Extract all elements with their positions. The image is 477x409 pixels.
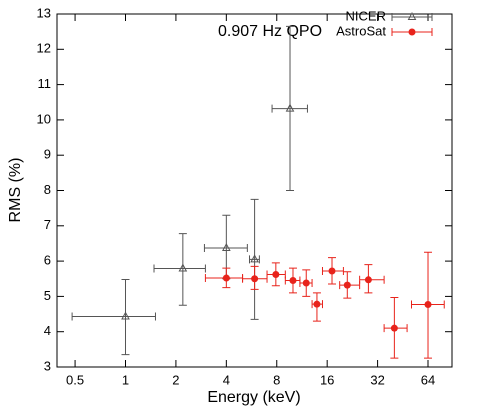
x-error-bar [203,244,248,253]
x-axis-label: Energy (keV) [207,389,300,406]
legend-label: NICER [346,8,386,23]
marker [407,11,417,20]
y-tick-label: 12 [37,41,51,56]
marker [272,271,280,279]
marker [302,279,310,287]
y-error-bar [178,233,187,306]
y-tick-label: 10 [37,111,51,126]
chart-title: 0.907 Hz QPO [218,23,322,40]
x-error-bar [271,104,308,113]
marker [285,103,295,112]
y-tick-label: 11 [38,76,52,91]
x-tick-label: 4 [223,372,230,387]
marker [364,276,372,284]
y-tick-label: 13 [37,5,51,20]
marker [178,263,188,272]
y-tick-label: 8 [44,182,51,197]
marker [251,275,259,283]
x-tick-label: 2 [172,372,179,387]
marker [328,267,336,275]
marker [313,300,321,308]
marker [424,301,432,309]
legend-label: AstroSat [336,23,386,38]
x-error-bar [153,264,206,273]
y-tick-label: 4 [44,323,51,338]
marker [250,254,259,263]
marker [222,274,230,282]
x-tick-label: 8 [273,372,280,387]
marker [343,281,351,289]
y-tick-label: 6 [44,253,51,268]
x-tick-label: 1 [122,372,129,387]
marker [408,28,416,36]
y-tick-label: 5 [44,288,51,303]
x-error-bar [71,312,156,321]
x-tick-label: 64 [421,372,435,387]
marker [221,242,231,252]
x-tick-label: 32 [370,372,384,387]
y-tick-label: 9 [44,147,51,162]
marker [121,311,130,320]
x-error-bar [248,255,260,264]
y-axis-label: RMS (%) [7,158,24,223]
y-error-bar [121,278,130,356]
marker [289,277,297,285]
x-tick-label: 16 [320,372,334,387]
y-tick-label: 3 [44,358,51,373]
y-tick-label: 7 [44,217,51,232]
legend-line [391,13,433,21]
x-tick-label: 0.5 [66,372,84,387]
marker [390,324,398,332]
